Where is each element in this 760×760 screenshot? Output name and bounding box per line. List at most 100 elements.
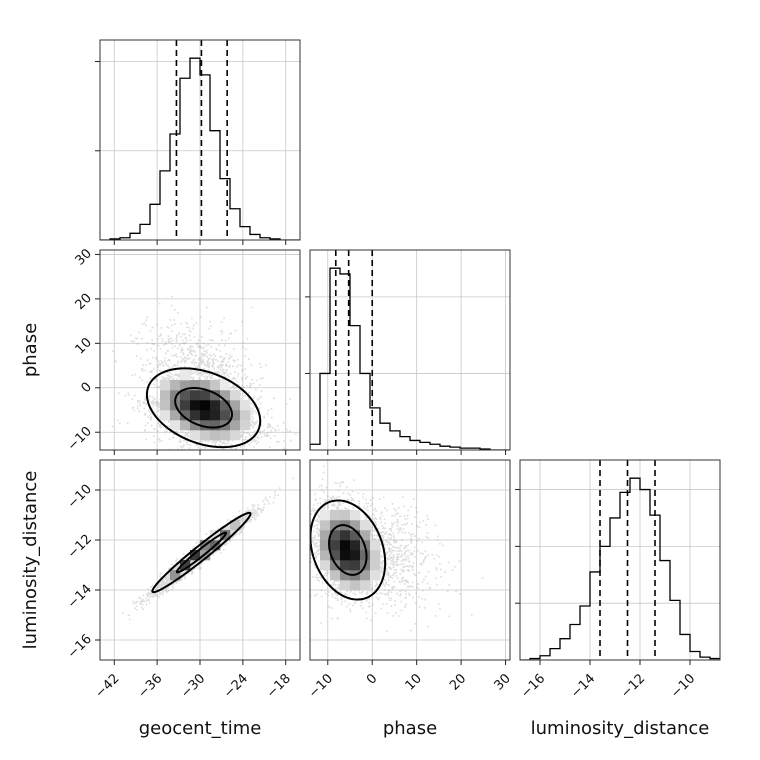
- x-tick-label: 10: [403, 671, 425, 693]
- y-axis-label-phase: phase: [20, 323, 41, 377]
- y-axis-label-luminosity_distance: luminosity_distance: [20, 471, 41, 650]
- density-cell: [210, 430, 221, 441]
- x-tick-label: −12: [618, 671, 648, 701]
- density-cell: [220, 400, 231, 411]
- x-tick-label: −18: [264, 671, 294, 701]
- density-cell: [350, 540, 361, 551]
- joint-panel-geocent_time-phase: [100, 250, 300, 450]
- density-cell: [210, 380, 221, 391]
- x-tick-label: −16: [518, 671, 548, 701]
- density-cell: [230, 410, 241, 421]
- histogram-phase: [310, 267, 510, 450]
- x-tick-label: −10: [306, 671, 336, 701]
- density-cell: [330, 550, 341, 561]
- joint-panel-phase-luminosity_distance: [310, 460, 510, 660]
- density-cell: [230, 400, 241, 411]
- density-cell: [370, 570, 381, 581]
- density-cell: [170, 390, 181, 401]
- density-cell: [360, 570, 371, 581]
- y-tick-label: −16: [65, 632, 95, 662]
- y-tick-label: 30: [73, 246, 95, 268]
- density-cell: [350, 560, 361, 571]
- density-cell: [350, 520, 361, 531]
- density-cell: [210, 420, 221, 431]
- density-cell: [320, 520, 331, 531]
- density-cell: [190, 410, 201, 421]
- density-cell: [370, 550, 381, 561]
- density-cell: [180, 400, 191, 411]
- density-cell: [180, 560, 191, 571]
- density-cell: [330, 540, 341, 551]
- density-cell: [170, 410, 181, 421]
- density-cell: [320, 530, 331, 541]
- density-cell: [340, 510, 351, 521]
- x-axis-label-luminosity_distance: luminosity_distance: [531, 718, 710, 739]
- density-cell: [210, 410, 221, 421]
- density-cell: [230, 390, 241, 401]
- density-cell: [200, 380, 211, 391]
- x-tick-label: −36: [135, 671, 165, 701]
- density-cell: [360, 520, 371, 531]
- density-cell: [160, 410, 171, 421]
- density-cell: [160, 390, 171, 401]
- density-cell: [170, 420, 181, 431]
- density-cell: [240, 420, 251, 431]
- density-cell: [220, 430, 231, 441]
- joint-panel-geocent_time-luminosity_distance: [100, 460, 300, 660]
- y-tick-label: 20: [73, 291, 95, 313]
- contour-39: [175, 531, 228, 574]
- panel-frame: [309, 459, 511, 661]
- density-cell: [180, 370, 191, 381]
- density-cell: [330, 530, 341, 541]
- density-cell: [350, 550, 361, 561]
- density-cell: [160, 400, 171, 411]
- density-cell: [190, 380, 201, 391]
- density-cell: [330, 520, 341, 531]
- density-cell: [340, 570, 351, 581]
- density-cell: [200, 400, 211, 411]
- density-cell: [340, 530, 351, 541]
- contour-86: [310, 499, 387, 601]
- x-tick-label: 0: [364, 671, 380, 687]
- density-cell: [320, 550, 331, 561]
- density-cell: [180, 380, 191, 391]
- density-cell: [220, 390, 231, 401]
- density-cell: [340, 550, 351, 561]
- density-cell: [370, 540, 381, 551]
- density-cell: [360, 530, 371, 541]
- x-tick-label: −14: [568, 671, 598, 701]
- x-axis-label-phase: phase: [383, 718, 437, 739]
- density-cell: [350, 510, 361, 521]
- density-cell: [200, 410, 211, 421]
- density-cell: [340, 540, 351, 551]
- panel-frame: [309, 249, 511, 451]
- density-cell: [180, 420, 191, 431]
- density-cell: [170, 380, 181, 391]
- density-cell: [210, 390, 221, 401]
- x-tick-label: −42: [93, 671, 123, 701]
- density-cell: [340, 560, 351, 571]
- density-cell: [360, 580, 371, 591]
- density-cell: [240, 400, 251, 411]
- contour-39: [328, 524, 368, 576]
- histogram-geocent_time: [100, 57, 300, 240]
- density-cell: [200, 420, 211, 431]
- density-cell: [230, 520, 241, 531]
- contour-39: [174, 387, 233, 429]
- density-cell: [180, 390, 191, 401]
- y-tick-label: −12: [65, 532, 95, 562]
- density-cell: [200, 430, 211, 441]
- density-cell: [190, 550, 201, 561]
- density-cell: [210, 530, 221, 541]
- density-cell: [350, 580, 361, 591]
- x-tick-label: −24: [221, 671, 251, 701]
- density-cell: [330, 570, 341, 581]
- density-cell: [190, 420, 201, 431]
- density-cell: [330, 510, 341, 521]
- density-cell: [170, 570, 181, 581]
- density-cell: [220, 380, 231, 391]
- density-cell: [230, 420, 241, 431]
- density-cell: [230, 430, 241, 441]
- density-cell: [160, 380, 171, 391]
